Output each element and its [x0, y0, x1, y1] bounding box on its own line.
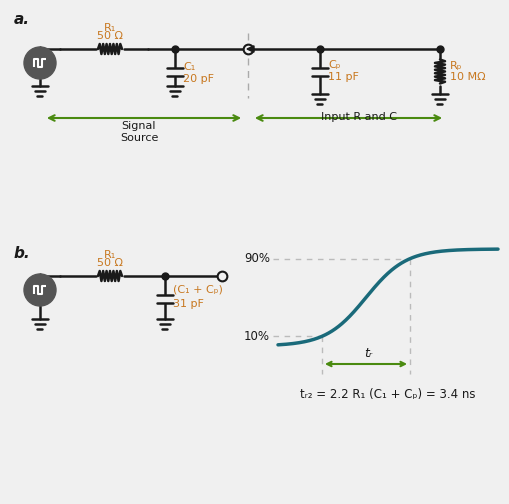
- Text: R₁: R₁: [104, 250, 116, 260]
- Text: R₁: R₁: [104, 23, 116, 33]
- Text: 31 pF: 31 pF: [173, 299, 204, 309]
- Text: C₁: C₁: [183, 62, 195, 72]
- Text: Rₚ: Rₚ: [449, 60, 462, 71]
- Text: 50 Ω: 50 Ω: [97, 258, 123, 268]
- Text: tᵣ: tᵣ: [363, 347, 372, 360]
- Text: 20 pF: 20 pF: [183, 74, 214, 84]
- Circle shape: [24, 47, 56, 79]
- Polygon shape: [246, 46, 253, 52]
- Text: 90%: 90%: [243, 252, 269, 265]
- Text: 11 pF: 11 pF: [327, 72, 358, 82]
- Text: Input R and C: Input R and C: [320, 112, 396, 122]
- Circle shape: [24, 274, 56, 306]
- Text: Cₚ: Cₚ: [327, 60, 340, 70]
- Text: 50 Ω: 50 Ω: [97, 31, 123, 41]
- Text: (C₁ + Cₚ): (C₁ + Cₚ): [173, 285, 222, 295]
- Text: 10 MΩ: 10 MΩ: [449, 73, 485, 83]
- Text: a.: a.: [14, 12, 30, 27]
- Text: tᵣ₂ = 2.2 R₁ (C₁ + Cₚ) = 3.4 ns: tᵣ₂ = 2.2 R₁ (C₁ + Cₚ) = 3.4 ns: [300, 388, 475, 401]
- Text: Signal
Source: Signal Source: [120, 121, 158, 143]
- Text: b.: b.: [14, 246, 31, 261]
- Text: 10%: 10%: [243, 330, 269, 343]
